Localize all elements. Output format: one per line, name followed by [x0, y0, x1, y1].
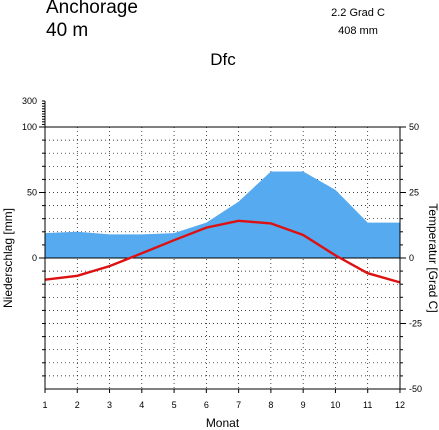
temperature-line: [44, 219, 401, 284]
x-tick-label: 4: [139, 400, 144, 410]
annual-precipitation: 408 mm: [338, 25, 378, 37]
precipitation-area: [45, 171, 400, 258]
x-tick-label: 8: [268, 400, 273, 410]
x-tick-label: 6: [204, 400, 209, 410]
left-tick-label: 0: [32, 253, 37, 263]
x-tick-label: 3: [107, 400, 112, 410]
right-tick-label: 50: [409, 122, 419, 132]
right-axis-title: Temperatur [Grad C]: [426, 203, 439, 312]
right-tick-label: 25: [409, 188, 419, 198]
right-tick-label: 0: [409, 253, 414, 263]
right-tick-label: -25: [409, 319, 422, 329]
left-tick-label: 100: [22, 122, 37, 132]
climate-classification: Dfc: [210, 50, 236, 69]
x-tick-label: 12: [395, 400, 405, 410]
station-elevation: 40 m: [46, 20, 89, 41]
x-axis-title: Monat: [206, 416, 240, 430]
x-tick-label: 2: [75, 400, 80, 410]
x-tick-label: 11: [363, 400, 372, 410]
x-tick-label: 5: [172, 400, 177, 410]
left-tick-label: 300: [22, 96, 37, 106]
right-tick-label: -50: [409, 384, 422, 394]
x-tick-label: 1: [42, 400, 47, 410]
station-name: Anchorage: [46, 0, 138, 18]
x-tick-label: 10: [330, 400, 340, 410]
mean-temperature: 2.2 Grad C: [331, 7, 385, 19]
tick-marks: [39, 100, 406, 393]
left-tick-label: 50: [27, 188, 37, 198]
x-tick-label: 7: [236, 400, 241, 410]
x-tick-label: 9: [301, 400, 306, 410]
left-axis-title: Niederschlag [mm]: [1, 208, 15, 308]
